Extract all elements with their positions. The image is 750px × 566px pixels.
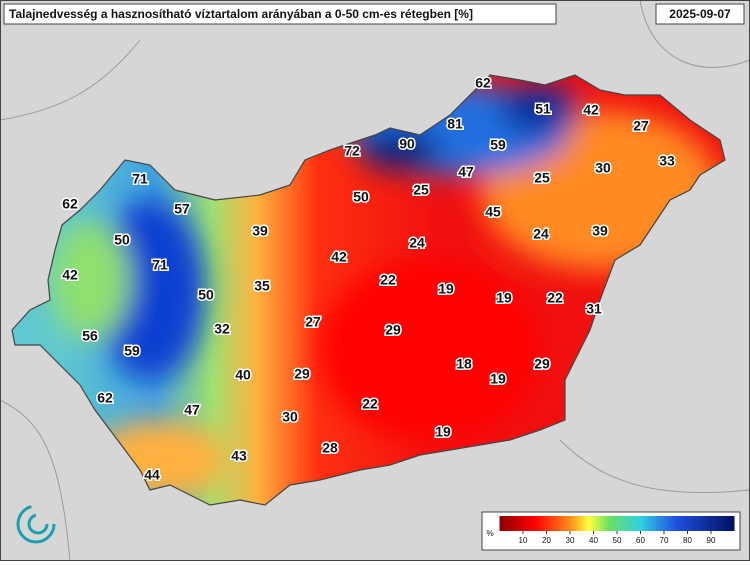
station-value: 62 [97,390,113,406]
station-value: 33 [659,153,675,169]
title: Talajnedvesség a hasznosítható víztartal… [9,7,473,21]
station-value: 29 [385,322,401,338]
station-value: 31 [586,301,602,317]
station-value: 19 [435,424,451,440]
colorbar-tick-label: 30 [566,536,575,545]
station-value: 57 [174,201,190,217]
station-value: 59 [124,343,140,359]
station-value: 50 [198,287,214,303]
colorbar-tick-label: 90 [707,536,716,545]
colorbar-tick-label: 20 [542,536,551,545]
station-value: 62 [62,196,78,212]
station-value: 81 [447,116,463,132]
station-value: 25 [413,182,429,198]
station-value: 19 [496,290,512,306]
colorbar-tick-label: 60 [636,536,645,545]
station-value: 19 [490,371,506,387]
date-box [655,3,745,25]
colorbar-tick-label: 10 [519,536,528,545]
station-value: 29 [294,366,310,382]
station-value: 27 [633,118,649,134]
station-value: 42 [583,102,599,118]
station-value: 44 [144,467,160,483]
station-value: 30 [282,409,298,425]
station-value: 22 [547,290,563,306]
station-value: 47 [458,164,474,180]
station-value: 39 [252,223,268,239]
station-value: 42 [62,267,78,283]
station-value: 50 [114,232,130,248]
colorbar-tick-label: 40 [589,536,598,545]
station-value: 24 [409,235,425,251]
station-value: 90 [399,136,415,152]
station-value: 51 [535,101,551,117]
station-value: 25 [534,170,550,186]
station-value: 19 [438,281,454,297]
station-value: 30 [595,160,611,176]
station-value: 50 [353,189,369,205]
station-value: 29 [534,356,550,372]
colorbar-label: % [486,529,493,538]
station-value: 71 [152,257,168,273]
station-value: 40 [235,367,251,383]
station-value: 43 [231,448,247,464]
station-value: 72 [344,143,360,159]
station-value: 22 [362,396,378,412]
station-value: 62 [475,75,491,91]
station-value: 47 [184,402,200,418]
station-value: 32 [214,321,230,337]
station-value: 42 [331,249,347,265]
station-value: 35 [254,278,270,294]
colorbar-tick-label: 70 [660,536,669,545]
station-value: 27 [305,314,321,330]
station-value: 45 [485,204,501,220]
station-value: 24 [533,226,549,242]
station-value: 56 [82,328,98,344]
date: 2025-09-07 [669,7,731,21]
station-value: 18 [456,356,472,372]
station-value: 28 [322,440,338,456]
colorbar [499,516,735,531]
station-value: 59 [490,137,506,153]
title-box [3,3,557,25]
station-value: 22 [380,272,396,288]
station-value: 71 [132,171,148,187]
logo [16,504,56,544]
colorbar-tick-label: 50 [613,536,622,545]
colorbar-tick-label: 80 [683,536,692,545]
station-value: 39 [592,223,608,239]
